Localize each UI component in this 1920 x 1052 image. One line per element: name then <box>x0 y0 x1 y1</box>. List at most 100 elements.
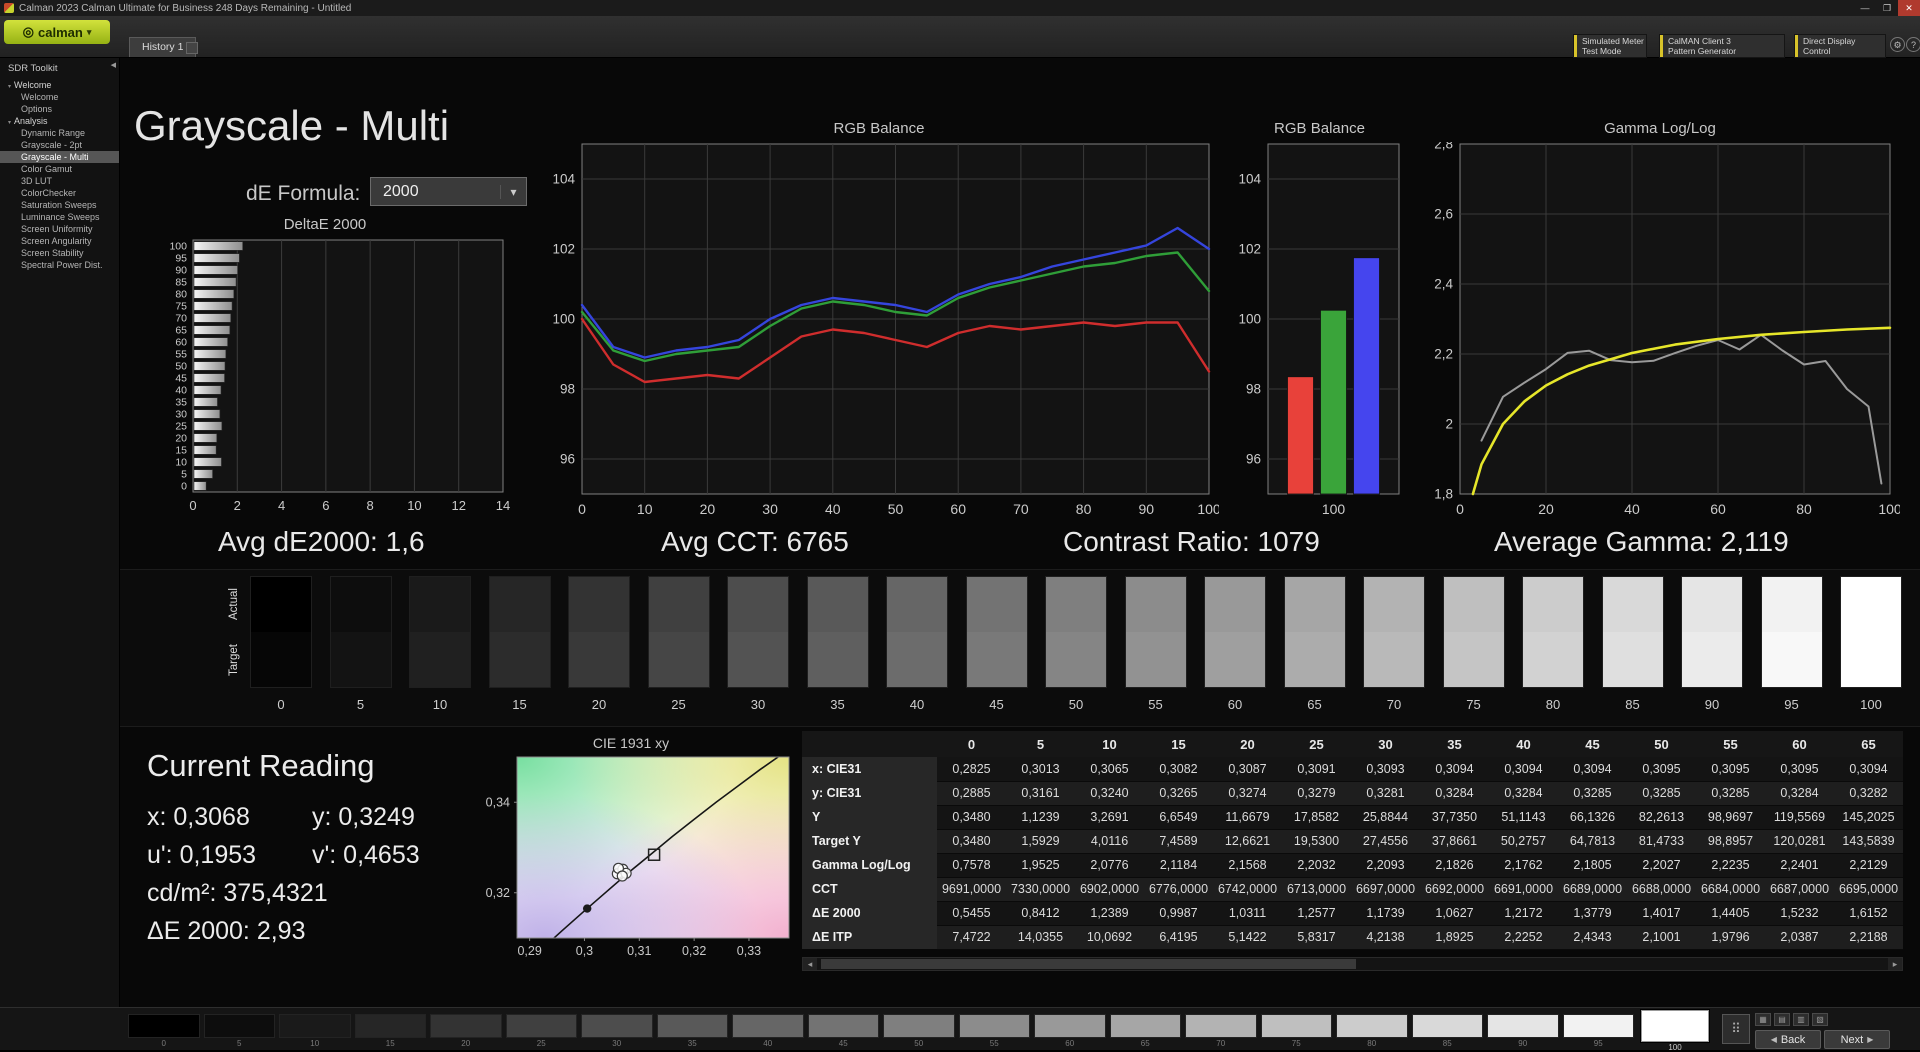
view-layout-icon-4[interactable]: ▧ <box>1812 1013 1828 1026</box>
svg-text:104: 104 <box>1238 172 1261 187</box>
pattern-generator-button[interactable]: CalMAN Client 3 Pattern Generator <box>1659 34 1785 58</box>
sidebar-item-spectral-power-dist[interactable]: Spectral Power Dist. <box>0 259 119 271</box>
pattern-swatch-selected[interactable] <box>1641 1010 1709 1042</box>
pattern-level-label: 20 <box>430 1039 502 1048</box>
pattern-level-label: 35 <box>657 1039 729 1048</box>
table-cell: 6689,0000 <box>1558 877 1627 901</box>
sidebar-item-color-gamut[interactable]: Color Gamut <box>0 163 119 175</box>
grayscale-level-label: 0 <box>250 697 312 712</box>
pattern-level-label: 10 <box>279 1039 351 1048</box>
scroll-left-icon[interactable]: ◂ <box>803 958 817 970</box>
actual-swatch <box>569 577 629 632</box>
pattern-swatch-55[interactable]: 55 <box>959 1014 1031 1048</box>
display-control-button[interactable]: Direct Display Control <box>1794 34 1886 58</box>
sidebar-item-luminance-sweeps[interactable]: Luminance Sweeps <box>0 211 119 223</box>
table-cell: 6713,0000 <box>1282 877 1351 901</box>
sidebar-item-screen-uniformity[interactable]: Screen Uniformity <box>0 223 119 235</box>
pattern-swatch-0[interactable]: 0 <box>128 1014 200 1048</box>
svg-text:98: 98 <box>1246 382 1261 397</box>
sidebar-item-3d-lut[interactable]: 3D LUT <box>0 175 119 187</box>
grayscale-level-label: 65 <box>1284 697 1346 712</box>
svg-text:0,34: 0,34 <box>486 795 510 809</box>
pattern-swatch-25[interactable]: 25 <box>506 1014 578 1048</box>
sidebar-item-screen-angularity[interactable]: Screen Angularity <box>0 235 119 247</box>
pattern-swatch-70[interactable]: 70 <box>1185 1014 1257 1048</box>
maximize-button[interactable]: ❐ <box>1876 0 1898 16</box>
grayscale-swatch-60: 60 <box>1204 576 1266 712</box>
pattern-swatch-20[interactable]: 20 <box>430 1014 502 1048</box>
table-cell: 0,3285 <box>1558 781 1627 805</box>
pattern-swatch-15[interactable]: 15 <box>355 1014 427 1048</box>
target-swatch <box>1285 632 1345 687</box>
table-cell: 2,0387 <box>1765 925 1834 949</box>
pattern-swatch-50[interactable]: 50 <box>883 1014 955 1048</box>
current-reading-panel: Current Reading x: 0,3068 y: 0,3249 u': … <box>147 748 420 950</box>
grayscale-swatch-15: 15 <box>489 576 551 712</box>
table-cell: 14,0355 <box>1006 925 1075 949</box>
calman-menu-button[interactable]: ◎ calman ▾ <box>4 20 110 44</box>
pattern-swatch-5[interactable]: 5 <box>204 1014 276 1048</box>
view-layout-icon-2[interactable]: ▤ <box>1774 1013 1790 1026</box>
pattern-swatch-95[interactable]: 95 <box>1563 1014 1635 1048</box>
table-cell: 2,0776 <box>1075 853 1144 877</box>
table-cell: 10,0692 <box>1075 925 1144 949</box>
sidebar-item-screen-stability[interactable]: Screen Stability <box>0 247 119 259</box>
sidebar-collapse-icon[interactable]: ◀ <box>111 61 116 69</box>
view-layout-icon-1[interactable]: ▦ <box>1755 1013 1771 1026</box>
pattern-level-label: 45 <box>808 1039 880 1048</box>
pattern-swatch-85[interactable]: 85 <box>1412 1014 1484 1048</box>
svg-text:100: 100 <box>1238 312 1261 327</box>
column-header: 15 <box>1144 731 1213 757</box>
table-cell: 6687,0000 <box>1765 877 1834 901</box>
pattern-swatch-box <box>808 1014 880 1038</box>
table-scrollbar[interactable]: ◂ ▸ <box>802 957 1903 971</box>
pattern-swatch-60[interactable]: 60 <box>1034 1014 1106 1048</box>
svg-text:2,2: 2,2 <box>1434 347 1453 362</box>
column-header: 50 <box>1627 731 1696 757</box>
swatch-box <box>1284 576 1346 688</box>
sidebar-item-saturation-sweeps[interactable]: Saturation Sweeps <box>0 199 119 211</box>
minimize-button[interactable]: — <box>1854 0 1876 16</box>
sidebar-item-grayscale-multi[interactable]: Grayscale - Multi <box>0 151 119 163</box>
svg-text:6: 6 <box>322 498 329 513</box>
pattern-grid-icon[interactable]: ⠿ <box>1722 1014 1750 1044</box>
sidebar-section-welcome[interactable]: ▾Welcome <box>0 79 119 91</box>
reading-y: y: 0,3249 <box>312 798 415 836</box>
grayscale-level-label: 90 <box>1681 697 1743 712</box>
pattern-swatch-10[interactable]: 10 <box>279 1014 351 1048</box>
pattern-swatch-90[interactable]: 90 <box>1487 1014 1559 1048</box>
pattern-swatch-30[interactable]: 30 <box>581 1014 653 1048</box>
pattern-swatch-box <box>1110 1014 1182 1038</box>
view-layout-icon-3[interactable]: ▥ <box>1793 1013 1809 1026</box>
pattern-swatch-80[interactable]: 80 <box>1336 1014 1408 1048</box>
scrollbar-thumb[interactable] <box>821 959 1356 969</box>
de-formula-dropdown[interactable]: 2000 ▾ <box>370 177 527 206</box>
simulated-meter-button[interactable]: Simulated Meter Test Mode <box>1573 34 1647 58</box>
sidebar-item-grayscale-2pt[interactable]: Grayscale - 2pt <box>0 139 119 151</box>
pattern-swatch-45[interactable]: 45 <box>808 1014 880 1048</box>
pattern-swatch-35[interactable]: 35 <box>657 1014 729 1048</box>
sidebar-item-options[interactable]: Options <box>0 103 119 115</box>
svg-text:100: 100 <box>1322 501 1346 517</box>
table-cell: 0,3065 <box>1075 757 1144 781</box>
pattern-swatch-40[interactable]: 40 <box>732 1014 804 1048</box>
svg-text:100: 100 <box>1878 501 1900 517</box>
pattern-swatch-box <box>355 1014 427 1038</box>
scroll-right-icon[interactable]: ▸ <box>1888 958 1902 970</box>
pattern-swatch-65[interactable]: 65 <box>1110 1014 1182 1048</box>
de-formula-label: dE Formula: <box>246 182 360 206</box>
back-button[interactable]: ◀ Back <box>1755 1030 1821 1049</box>
sidebar-item-welcome[interactable]: Welcome <box>0 91 119 103</box>
pattern-swatch-75[interactable]: 75 <box>1261 1014 1333 1048</box>
sidebar-section-analysis[interactable]: ▾Analysis <box>0 115 119 127</box>
svg-text:0: 0 <box>181 481 187 493</box>
next-button[interactable]: Next ▶ <box>1824 1030 1890 1049</box>
help-icon[interactable]: ? <box>1906 37 1920 52</box>
pattern-level-label: 0 <box>128 1039 200 1048</box>
gear-icon[interactable]: ⚙ <box>1890 37 1905 52</box>
sidebar-item-dynamic-range[interactable]: Dynamic Range <box>0 127 119 139</box>
tab-menu-button[interactable] <box>186 42 198 54</box>
close-button[interactable]: ✕ <box>1898 0 1920 16</box>
sidebar-item-colorchecker[interactable]: ColorChecker <box>0 187 119 199</box>
